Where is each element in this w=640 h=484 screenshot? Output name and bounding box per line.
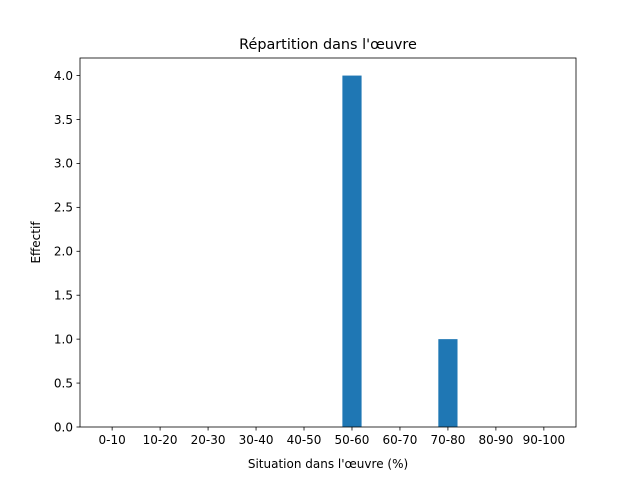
plot-frame <box>79 57 577 428</box>
x-tick-label: 50-60 <box>335 433 370 447</box>
x-axis-label: Situation dans l'œuvre (%) <box>248 457 408 471</box>
x-tick-label: 40-50 <box>287 433 322 447</box>
y-tick-label: 4.0 <box>54 69 73 83</box>
x-tick-label: 30-40 <box>239 433 274 447</box>
y-tick-label: 3.0 <box>54 157 73 171</box>
x-tick-label: 10-20 <box>143 433 178 447</box>
y-tick-label: 0.0 <box>54 420 73 434</box>
y-tick-label: 1.5 <box>54 289 73 303</box>
bar-50-60 <box>342 75 362 428</box>
x-tick-label: 60-70 <box>383 433 418 447</box>
bar-70-80 <box>438 339 458 427</box>
x-tick-label: 0-10 <box>99 433 126 447</box>
x-tick-label: 90-100 <box>523 433 566 447</box>
x-tick-label: 70-80 <box>430 433 465 447</box>
y-tick-label: 3.5 <box>54 113 73 127</box>
y-tick-label: 2.5 <box>54 201 73 215</box>
y-axis-label: Effectif <box>29 221 43 264</box>
y-tick-label: 1.0 <box>54 332 73 346</box>
x-tick-label: 20-30 <box>191 433 226 447</box>
x-tick-label: 80-90 <box>478 433 513 447</box>
y-tick-label: 2.0 <box>54 245 73 259</box>
y-tick-label: 0.5 <box>54 376 73 390</box>
chart-title: Répartition dans l'œuvre <box>239 37 417 53</box>
